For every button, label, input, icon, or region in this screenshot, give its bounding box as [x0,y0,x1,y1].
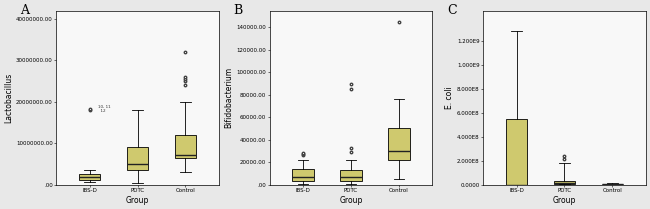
PathPatch shape [292,169,314,181]
PathPatch shape [79,174,101,180]
Text: B: B [234,4,243,17]
PathPatch shape [127,147,148,170]
PathPatch shape [506,119,527,185]
Text: A: A [20,4,29,17]
X-axis label: Group: Group [339,196,363,205]
X-axis label: Group: Group [126,196,150,205]
Text: C: C [447,4,457,17]
Y-axis label: Lactobacillus: Lactobacillus [4,73,13,123]
PathPatch shape [554,181,575,184]
PathPatch shape [175,135,196,158]
PathPatch shape [388,129,410,160]
Text: 10, 11
  12: 10, 11 12 [98,105,111,113]
Y-axis label: Bifidobacterium: Bifidobacterium [224,67,233,128]
Y-axis label: E. coli: E. coli [445,86,454,109]
PathPatch shape [340,170,362,181]
X-axis label: Group: Group [552,196,576,205]
